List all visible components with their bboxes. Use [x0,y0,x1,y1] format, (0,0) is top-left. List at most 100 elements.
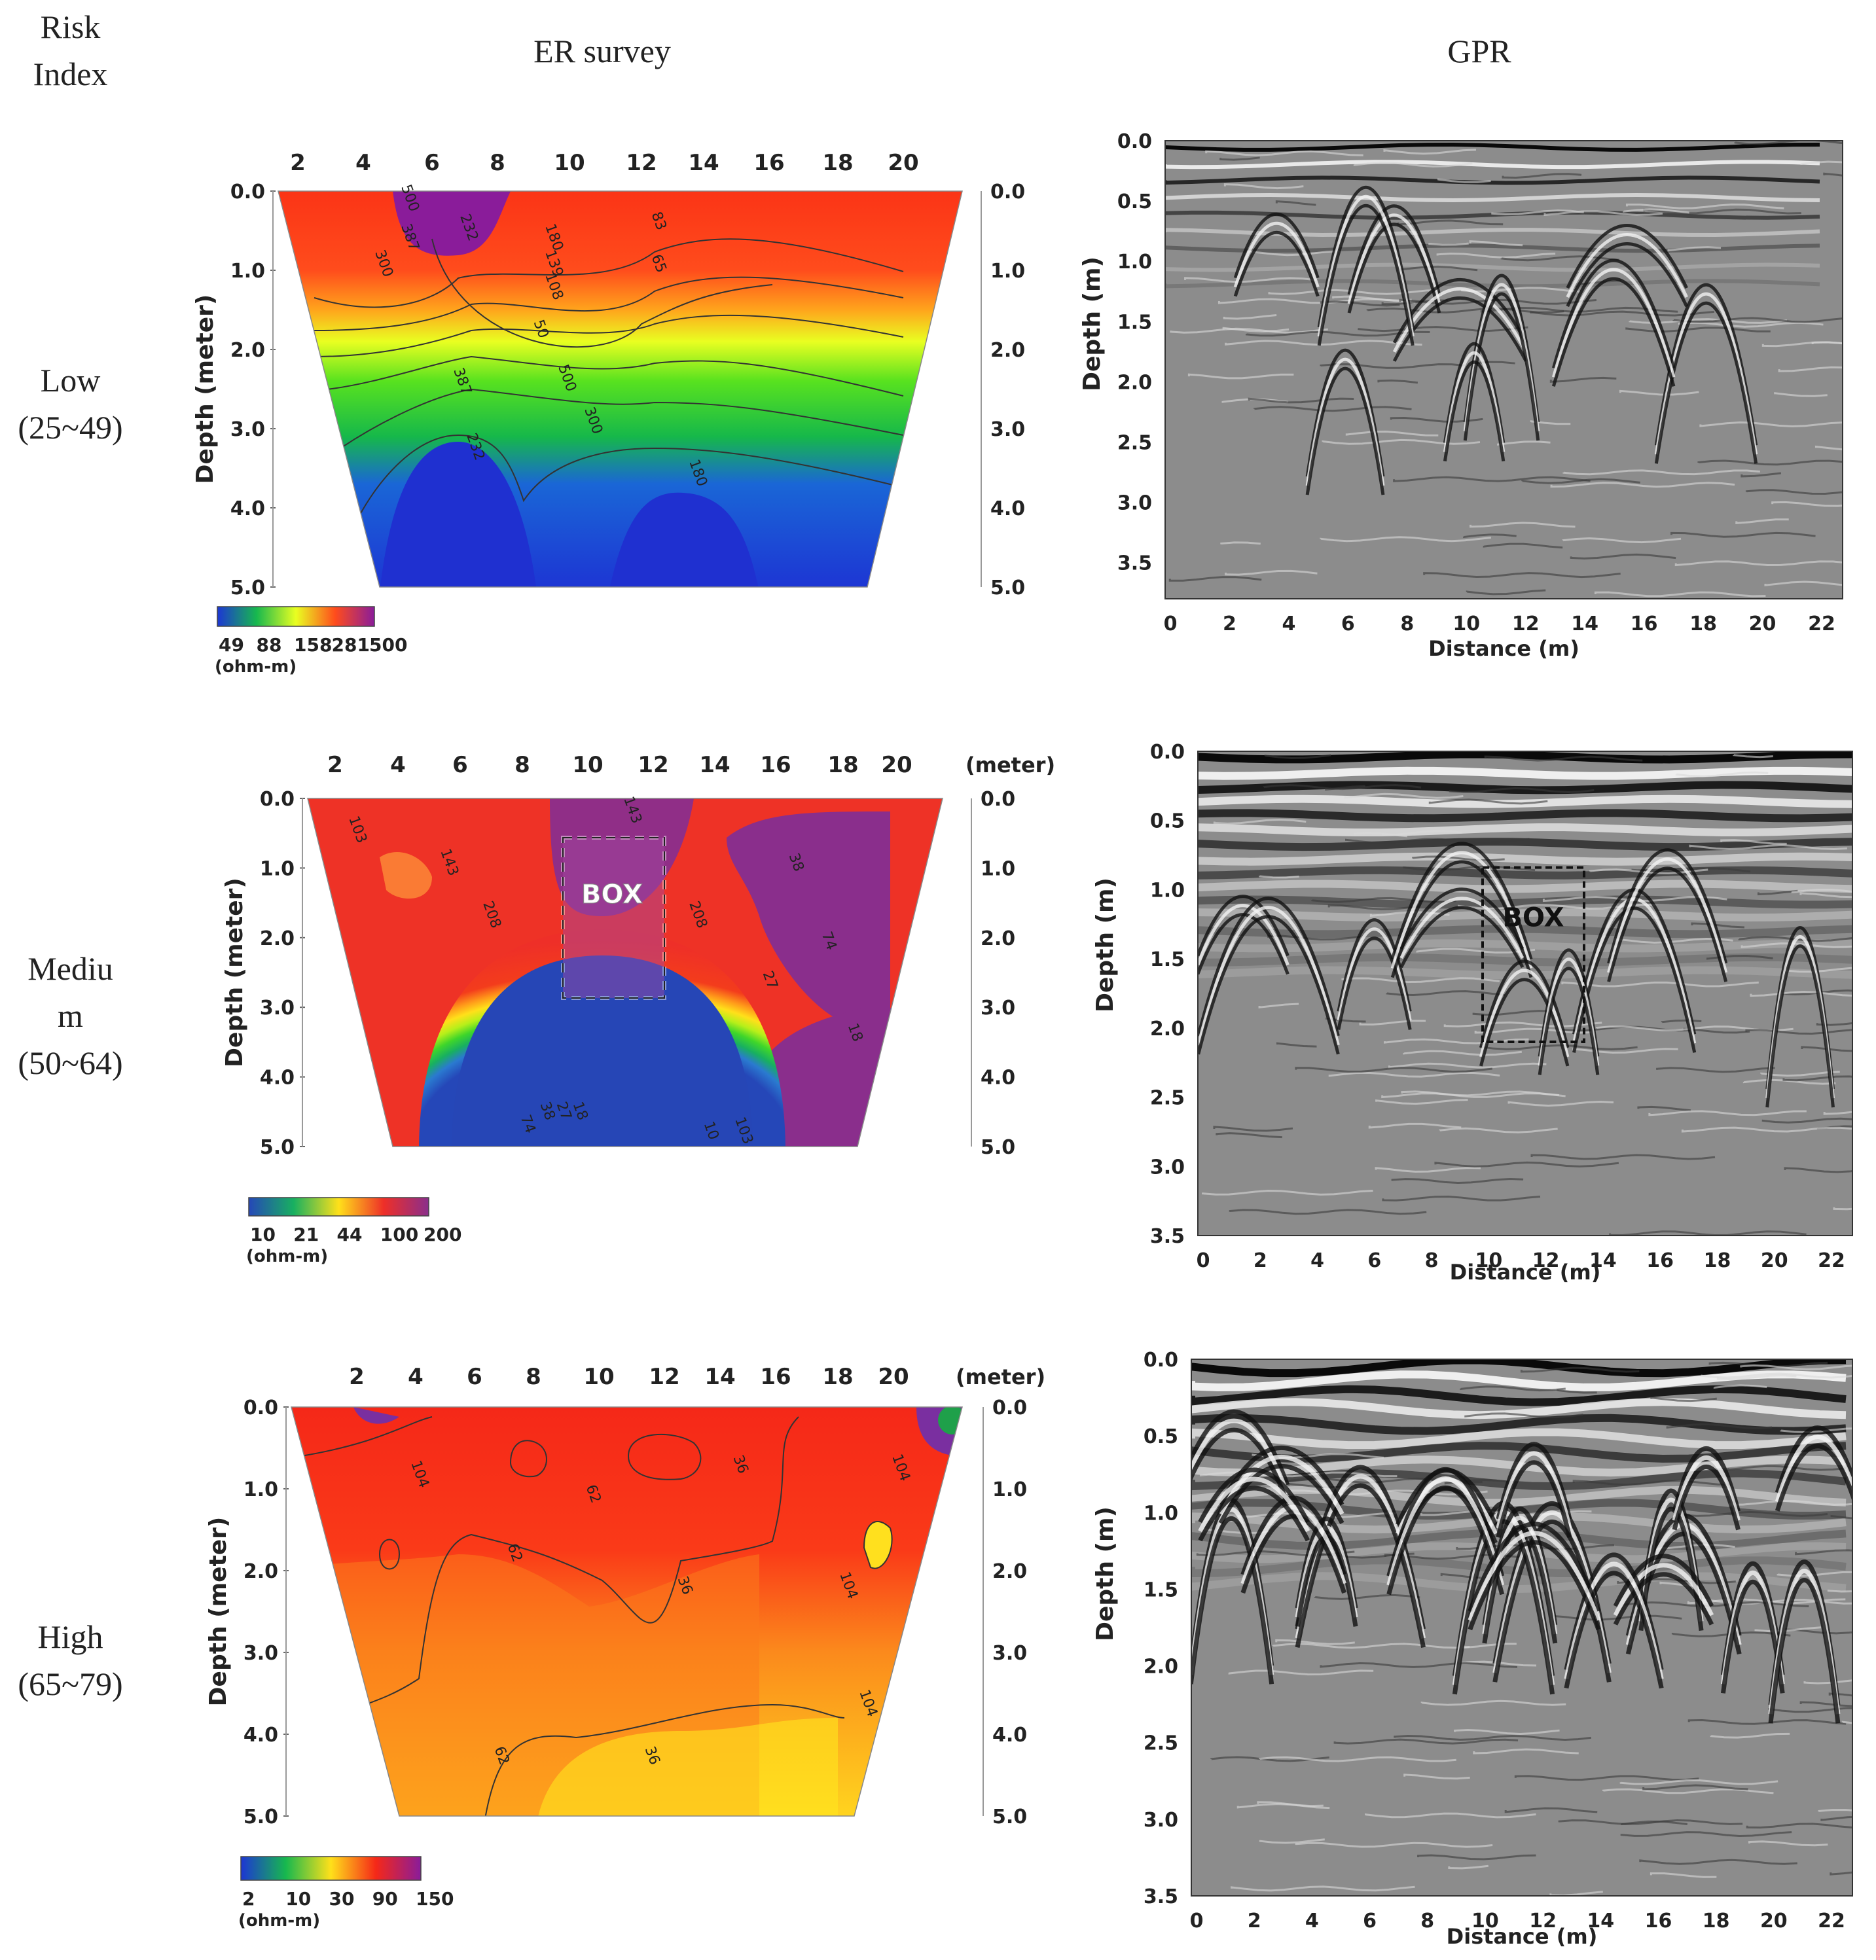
gpr-noise-trace [1733,754,1773,758]
er-right-depth-label: 0.0 [990,181,1025,204]
gpr-radargram: BOX 0.0 0.5 1.0 1.5 2.0 2.5 3.0 3.5 0 2 4 6 8 10 12 14 16… [1092,741,1853,1285]
gpr-noise-trace [1745,1029,1852,1035]
gpr-noise-trace [1727,1465,1847,1471]
gpr-distance-tick-label: 4 [1282,613,1295,635]
gpr-hyperbola [1613,1563,1714,1616]
er-top-tick-label: 20 [881,752,912,778]
gpr-hyperbola [1613,1572,1714,1626]
gpr-depth-tick-label: 0.5 [1144,1425,1178,1448]
gpr-noise-trace [1259,1838,1325,1844]
gpr-noise-trace [1784,967,1852,973]
gpr-noise-trace [1581,279,1622,285]
gpr-distance-tick-label: 16 [1631,613,1658,635]
gpr-hyperbola [1233,230,1320,297]
er-left-depth-label: 0.0 [260,788,295,811]
gpr-noise-trace [1199,1471,1398,1478]
gpr-noise-trace [1504,1807,1598,1813]
gpr-noise-trace [1184,277,1316,283]
gpr-reflection-band [1165,142,1820,152]
er-legend-tick-label: 49 [219,634,244,656]
er-right-depth-label: 1.0 [981,857,1015,880]
gpr-noise-trace [1768,1707,1852,1713]
er-left-depth-label: 1.0 [260,857,295,880]
gpr-noise-trace [1224,569,1318,576]
gpr-noise-trace [1437,178,1491,183]
gpr-depth-axis-title: Depth (m) [1092,878,1119,1012]
gpr-noise-trace [1750,991,1852,997]
gpr-depth-tick-label: 3.0 [1144,1809,1178,1832]
gpr-noise-trace [1393,476,1591,482]
er-panel-medium: BOX 2 4 6 8 10 12 14 16 18 20 (meter) 0.0 0.0 1.0 1.0 2… [183,746,1060,1322]
gpr-noise-trace [1454,1728,1560,1735]
gpr-noise-trace [1187,373,1294,380]
er-right-depth-label: 4.0 [990,497,1025,520]
gpr-noise-trace [1383,149,1477,155]
gpr-hyperbola [1551,268,1676,378]
er-top-unit-label: (meter) [965,753,1055,777]
gpr-noise-trace [1388,1062,1547,1069]
gpr-noise-trace [1436,252,1556,258]
gpr-distance-tick-label: 8 [1425,1249,1439,1272]
gpr-noise-trace [1637,1105,1691,1112]
er-left-depth-label: 3.0 [244,1642,278,1665]
gpr-noise-trace [1629,318,1788,324]
gpr-depth-axis-title: Depth (m) [1079,257,1106,391]
gpr-noise-trace [1656,1067,1775,1073]
gpr-hyperbola [1399,887,1524,950]
gpr-noise-trace [1365,1812,1536,1819]
gpr-depth-tick-label: 0.5 [1150,810,1185,833]
gpr-noise-trace [1619,389,1699,396]
gpr-noise-trace [1757,889,1798,896]
gpr-depth-tick-label: 1.0 [1144,1502,1178,1525]
gpr-noise-trace [1827,1590,1852,1593]
gpr-panel-medium: BOX 0.0 0.5 1.0 1.5 2.0 2.5 3.0 3.5 0 2 4 6 8 10 12 14 16… [1073,739,1876,1289]
gpr-hyperbola [1607,848,1728,964]
gpr-noise-trace [1332,295,1412,302]
gpr-noise-trace [1746,1823,1852,1829]
gpr-noise-trace [1735,518,1789,524]
gpr-noise-trace [1434,1161,1619,1167]
er-left-depth-label: 4.0 [244,1724,278,1747]
gpr-noise-trace [1344,838,1530,844]
gpr-noise-trace [1295,1842,1493,1848]
er-legend-tick-label: 90 [372,1888,398,1910]
er-top-tick-label: 14 [699,752,730,778]
gpr-reflection-band [1191,1556,1847,1578]
gpr-distance-tick-label: 20 [1760,1910,1788,1933]
er-legend-tick-label: 281 [332,634,370,656]
gpr-depth-tick-label: 1.5 [1144,1578,1178,1601]
gpr-hyperbola [1218,1464,1344,1525]
gpr-noise-trace [1320,1662,1517,1668]
gpr-noise-trace [1760,1071,1840,1077]
er-left-depth-label: 1.0 [244,1478,278,1501]
gpr-reflection-band [1191,1385,1847,1406]
er-panel-high: 2 4 6 8 10 12 14 16 18 20 (meter) 0.0 0.0 1.0 1.0 2.0 2.… [183,1364,1060,1953]
gpr-hyperbola [1198,1486,1310,1542]
er-color-legend-bar [248,1197,429,1217]
gpr-distance-tick-label: 0 [1190,1910,1204,1933]
gpr-distance-tick-label: 12 [1529,1910,1557,1933]
er-color-legend-bar [240,1856,422,1881]
er-legend-tick-label: 200 [424,1224,461,1245]
gpr-noise-trace [1782,1628,1852,1635]
gpr-noise-trace [1795,1549,1852,1556]
gpr-noise-trace [1570,553,1676,560]
er-top-tick-label: 8 [526,1364,541,1390]
gpr-noise-trace [1828,1692,1852,1697]
risk-level: Mediu [27,950,113,987]
gpr-noise-trace [1667,246,1722,252]
gpr-noise-trace [1562,469,1761,476]
gpr-depth-tick-label: 2.5 [1144,1732,1178,1755]
gpr-noise-trace [1328,1071,1500,1078]
gpr-noise-trace [1521,478,1640,484]
er-left-depth-label: 1.0 [230,260,265,283]
gpr-hyperbola [1198,906,1340,1046]
gpr-hyperbola [1218,1455,1344,1516]
gpr-noise-trace [1507,1100,1614,1107]
er-top-tick-label: 10 [572,752,603,778]
gpr-reflections [1191,1359,1852,1896]
gpr-reflection-band [1165,262,1820,272]
gpr-hyperbola [1347,204,1441,295]
gpr-noise-trace [1549,1891,1603,1896]
gpr-noise-trace [1295,1067,1493,1073]
